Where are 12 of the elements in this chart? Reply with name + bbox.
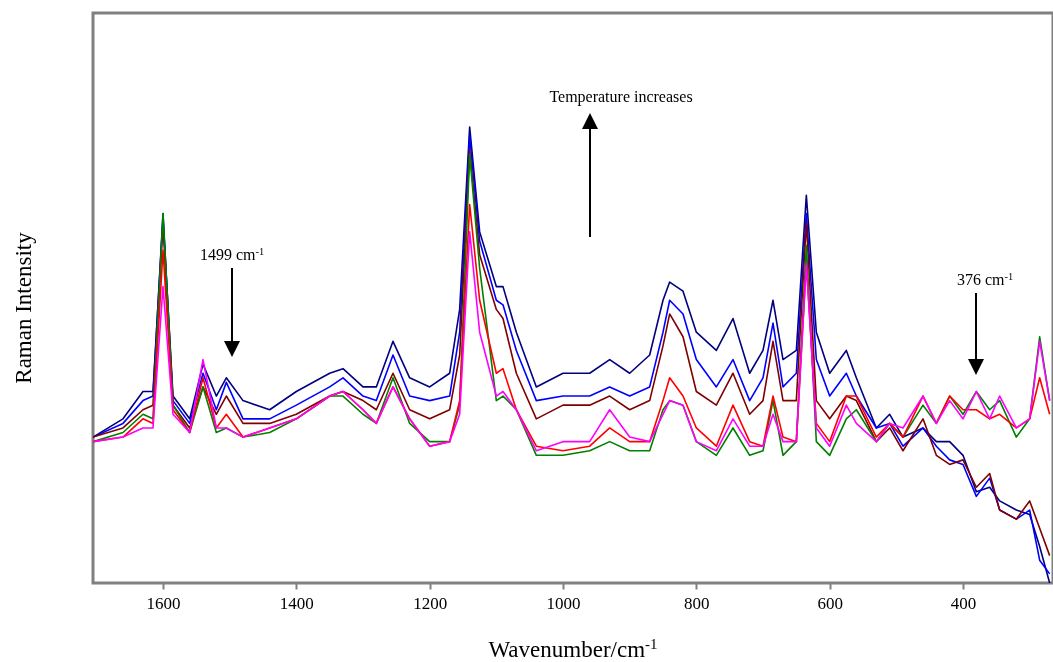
x-tick-label: 400 xyxy=(950,593,977,613)
x-tick-label: 800 xyxy=(684,593,710,613)
x-tick-label: 1200 xyxy=(413,593,448,613)
x-axis-title: Wavenumber/cm$^{-1}$ xyxy=(488,636,658,662)
annotation: 376 cm$^{-1}$ xyxy=(956,270,1014,288)
y-axis-title: Raman Intensity xyxy=(11,231,36,384)
x-tick-label: 1400 xyxy=(279,593,314,613)
x-tick-label: 600 xyxy=(817,593,843,613)
x-tick-label: 1600 xyxy=(146,593,181,613)
annotation: 1499 cm$^{-1}$ xyxy=(199,245,265,263)
x-tick-label: 1000 xyxy=(546,593,581,613)
text: Temperature increases xyxy=(549,88,693,106)
